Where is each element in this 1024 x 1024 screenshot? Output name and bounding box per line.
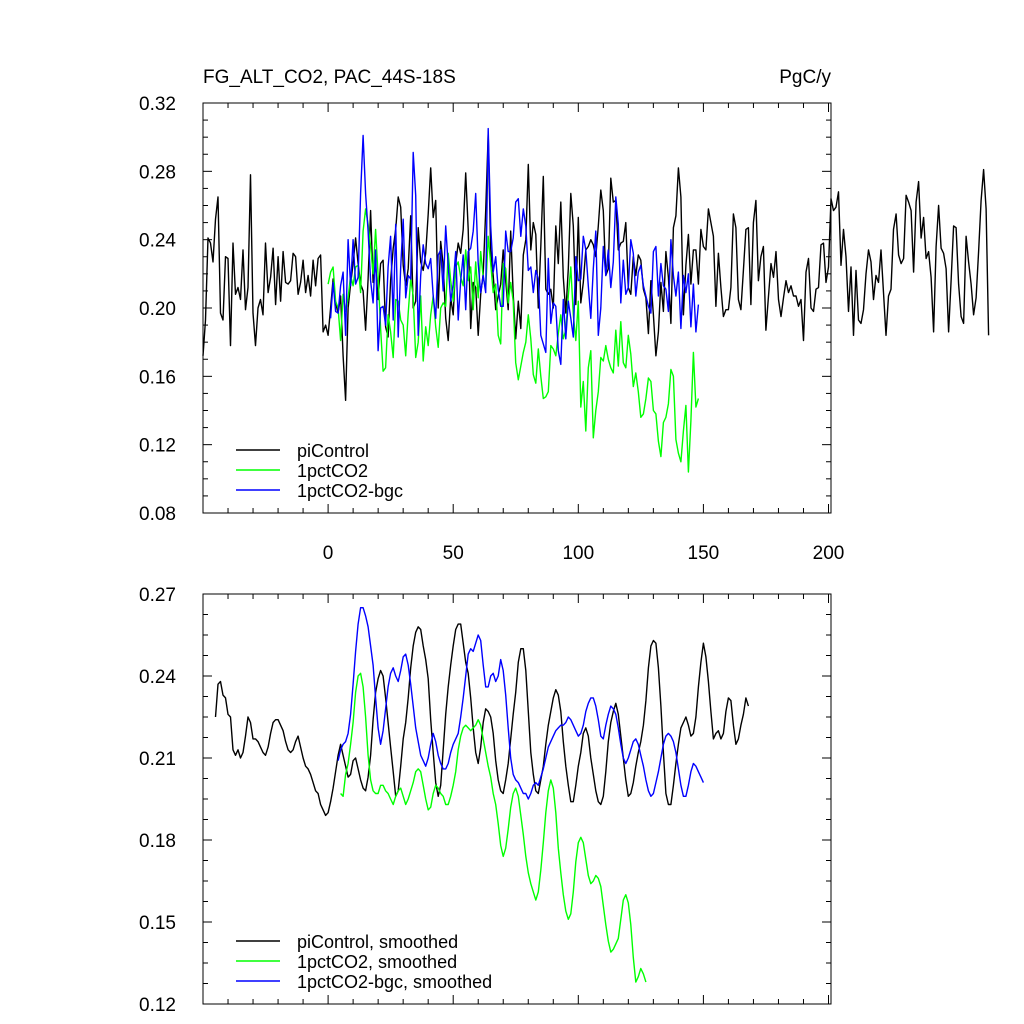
chart-title: FG_ALT_CO2, PAC_44S-18S [203,67,456,88]
y-tick-label: 0.16 [139,367,176,388]
top-panel: 0 50 100 150 200 0.08 0.12 0.16 0.20 0.24 0.28 0.32… [139,94,990,564]
legend-label: 1pctCO2 [297,461,368,481]
bottom-panel: 0.12 0.15 0.18 0.21 0.24 0.27 piControl, smoo… [139,585,832,1016]
x-tick-label: 200 [813,543,845,564]
x-tick-label: 50 [443,543,464,564]
legend-label: 1pctCO2-bgc, smoothed [297,972,492,992]
x-tick-label: 100 [562,543,594,564]
y-tick-label: 0.32 [139,94,176,115]
bottom-series-line-1 [340,672,647,983]
legend-label: 1pctCO2, smoothed [297,952,457,972]
y-tick-label: 0.20 [139,299,176,320]
bottom-series-line-2 [337,607,705,800]
units-label: PgC/y [779,67,831,88]
y-tick-label: 0.24 [139,231,176,252]
top-series-group [202,127,990,473]
y-tick-label: 0.12 [139,436,176,457]
top-axis-ticks: 0 50 100 150 200 0.08 0.12 0.16 0.20 0.24 0.28 0.32 [139,94,844,564]
top-series-line-1 [327,208,700,473]
y-tick-label: 0.24 [139,667,176,688]
bottom-axis-ticks: 0.12 0.15 0.18 0.21 0.24 0.27 [139,585,831,1016]
legend-label: 1pctCO2-bgc [297,481,403,501]
top-series-line-0 [202,133,990,401]
y-tick-label: 0.08 [139,504,176,525]
x-tick-label: 150 [688,543,720,564]
y-tick-label: 0.28 [139,162,176,183]
legend-label: piControl [297,441,369,461]
legend-label: piControl, smoothed [297,932,458,952]
bottom-series-group [214,607,750,983]
y-tick-label: 0.12 [139,995,176,1016]
y-tick-label: 0.18 [139,831,176,852]
y-tick-label: 0.27 [139,585,176,606]
y-tick-label: 0.21 [139,749,176,770]
x-tick-label: 0 [323,543,334,564]
y-tick-label: 0.15 [139,913,176,934]
top-series-line-2 [329,127,700,366]
